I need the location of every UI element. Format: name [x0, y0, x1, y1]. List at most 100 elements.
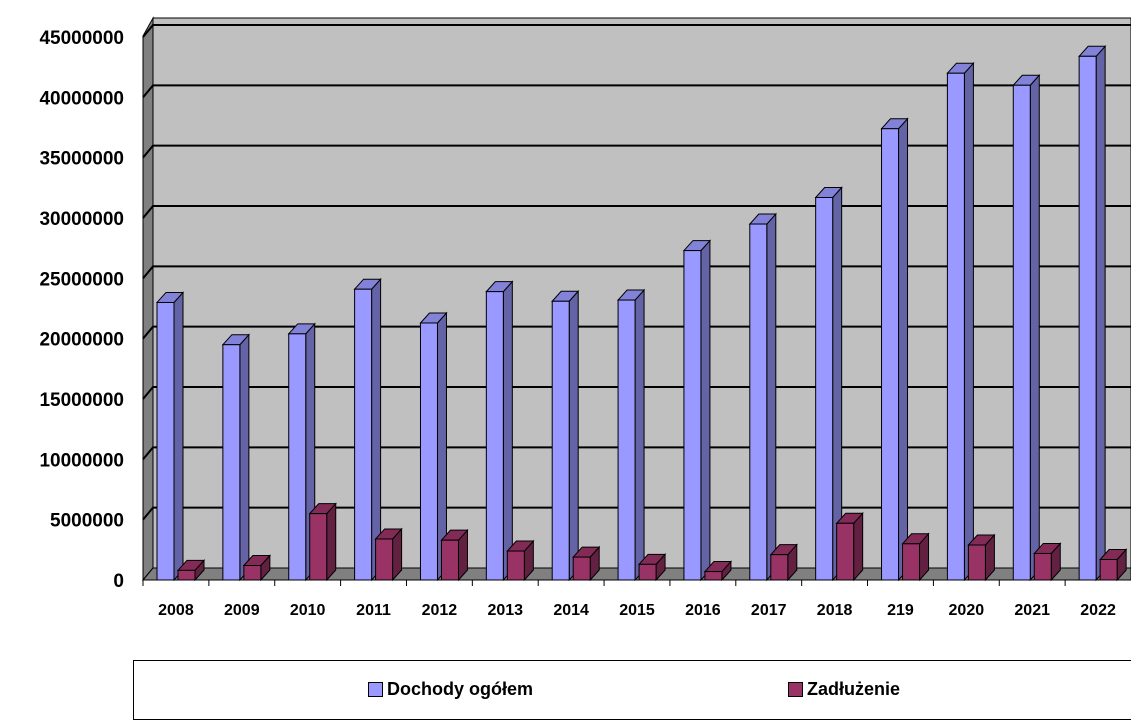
bar-front [967, 544, 986, 581]
bar-side [173, 291, 184, 582]
bar-front [836, 522, 855, 581]
bar-front [288, 333, 307, 581]
bar-front [1012, 84, 1031, 581]
bar-zadluzenie [637, 553, 667, 582]
bar-front [177, 569, 196, 581]
bar-zadluzenie [440, 528, 469, 582]
bar-zadluzenie [835, 511, 864, 582]
gridline [142, 446, 1131, 460]
gridline [142, 265, 1131, 279]
bar-zadluzenie [901, 532, 930, 582]
x-category-label: 2015 [619, 602, 655, 619]
side-wall [142, 16, 154, 582]
legend-label-dochody: Dochody ogółem [387, 679, 534, 699]
gridline [142, 205, 1131, 219]
y-tick-label: 40000000 [39, 88, 124, 109]
gridline [142, 24, 1131, 38]
bar-dochody [748, 212, 777, 582]
x-category-label: 2018 [817, 602, 853, 619]
y-tick-label: 15000000 [39, 390, 124, 411]
bar-front [506, 550, 525, 581]
bar-dochody [880, 117, 909, 582]
bar-dochody [814, 186, 843, 582]
y-tick-label: 35000000 [39, 149, 124, 170]
bar-dochody [1012, 73, 1041, 582]
y-tick-label: 45000000 [39, 28, 124, 49]
legend-item-dochody: Dochody ogółem [368, 679, 533, 700]
bar-front [551, 300, 570, 581]
bar-side [766, 212, 777, 582]
bar-zadluzenie [506, 539, 535, 582]
bar-front [881, 128, 900, 581]
x-category-label: 2021 [1014, 602, 1050, 619]
bar-front [683, 250, 702, 581]
gridline [142, 386, 1131, 400]
bar-zadluzenie [374, 527, 403, 582]
bar-front [1099, 558, 1118, 581]
y-tick-label: 5000000 [50, 511, 124, 532]
legend: Dochody ogółem Zadłużenie [133, 660, 1131, 720]
gridline [142, 144, 1131, 159]
bar-zadluzenie [1033, 542, 1062, 582]
legend-swatch-zadluzenie [788, 682, 803, 697]
bar-front [156, 301, 175, 581]
bar-front [419, 322, 438, 581]
bar-side [502, 280, 513, 582]
bar-front [638, 563, 657, 581]
gridline [142, 84, 1131, 98]
bar-zadluzenie [1099, 548, 1128, 582]
bar-front [815, 196, 834, 581]
bar-side [963, 61, 974, 582]
bar-front [749, 223, 768, 581]
y-tick-label: 10000000 [39, 450, 124, 471]
chart: 45000000 40000000 35000000 30000000 25000000… [39, 16, 1131, 619]
bar-dochody [551, 289, 580, 582]
legend-item-zadluzenie: Zadłużenie [788, 679, 900, 700]
y-tick-label: 30000000 [39, 209, 124, 230]
bar-front [440, 539, 459, 581]
bar-front [309, 513, 328, 581]
y-tick-label: 25000000 [39, 269, 124, 290]
bar-side [326, 502, 337, 582]
bar-front [354, 288, 373, 581]
bar-dochody [485, 280, 514, 582]
bar-dochody [616, 288, 646, 582]
y-tick-label: 0 [113, 571, 124, 592]
bar-zadluzenie [572, 545, 601, 582]
bar-dochody [419, 311, 448, 582]
bar-front [222, 344, 241, 581]
bar-zadluzenie [967, 533, 996, 582]
bar-side [898, 117, 909, 582]
bar-side [568, 289, 579, 582]
bar-dochody [682, 239, 712, 582]
bar-front [243, 565, 262, 581]
x-category-label: 2011 [356, 602, 391, 619]
bar-side [634, 288, 645, 582]
bar-front [375, 538, 394, 581]
bar-dochody [946, 61, 975, 582]
bar-front [770, 554, 789, 581]
gridline [142, 325, 1131, 340]
bar-front [485, 291, 504, 581]
gridline [142, 506, 1131, 521]
bar-zadluzenie [308, 502, 337, 582]
x-category-label: 2009 [224, 602, 260, 619]
bar-side [1029, 73, 1040, 582]
bar-front [617, 299, 636, 581]
bar-side [853, 511, 864, 582]
x-category-label: 2016 [685, 602, 721, 619]
x-category-label: 2022 [1080, 602, 1116, 619]
bar-front [1033, 552, 1052, 581]
bar-zadluzenie [703, 560, 733, 582]
bar-dochody [221, 333, 250, 582]
y-tick-label: 20000000 [39, 330, 124, 351]
x-category-label: 2014 [553, 602, 589, 619]
bar-front [902, 543, 921, 581]
bar-front [1078, 55, 1097, 581]
bar-zadluzenie [242, 554, 271, 582]
bar-front [572, 556, 591, 581]
legend-swatch-dochody [368, 682, 383, 697]
bar-front [946, 72, 965, 581]
x-category-label: 2012 [422, 602, 458, 619]
x-category-label: 2020 [949, 602, 985, 619]
